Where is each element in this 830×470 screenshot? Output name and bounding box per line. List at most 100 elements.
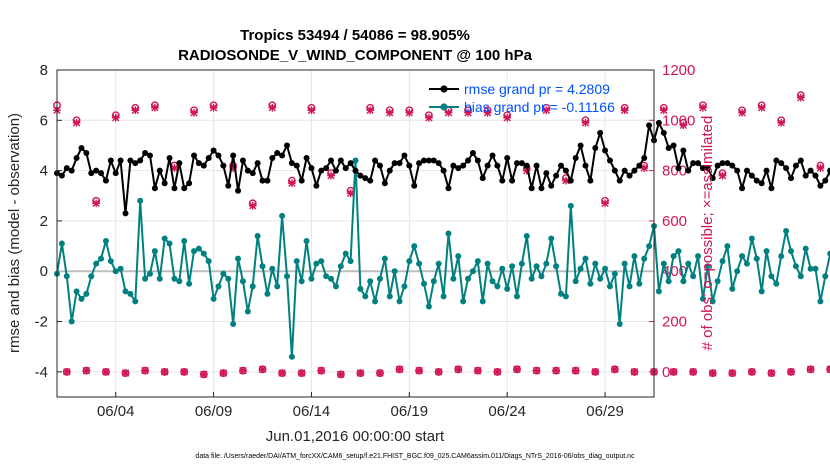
rmse-point: [655, 119, 662, 126]
bias-point: [161, 235, 168, 242]
bias-point: [768, 273, 775, 280]
rmse-point: [523, 162, 530, 169]
bias-point: [254, 233, 261, 240]
bias-point: [690, 273, 697, 280]
bias-point: [386, 293, 393, 300]
bias-point: [802, 245, 809, 252]
bias-point: [308, 275, 315, 282]
rmse-point: [137, 157, 144, 164]
bias-point: [298, 278, 305, 285]
obs-low-assimilated-marker: [767, 369, 776, 377]
rmse-point: [161, 180, 168, 187]
bias-point: [156, 275, 163, 282]
rmse-point: [445, 185, 452, 192]
bias-point: [704, 263, 711, 270]
bias-point: [646, 243, 653, 250]
bias-point: [112, 268, 119, 275]
rmse-point: [543, 170, 550, 177]
rmse-point: [690, 160, 697, 167]
rmse-point: [528, 185, 535, 192]
rmse-point: [244, 167, 251, 174]
rmse-point: [127, 157, 134, 164]
rmse-point: [587, 177, 594, 184]
y-tick-label-left: 2: [40, 213, 48, 230]
bias-point: [244, 308, 251, 315]
rmse-point: [455, 165, 462, 172]
rmse-point: [631, 167, 638, 174]
obs-low-assimilated-marker: [376, 369, 384, 377]
rmse-point: [548, 182, 555, 189]
legend-bias-marker: [440, 103, 448, 111]
bias-point: [357, 285, 364, 292]
rmse-point: [430, 157, 437, 164]
rmse-point: [788, 175, 795, 182]
bias-point: [773, 280, 780, 287]
bias-point: [817, 298, 824, 305]
bias-point: [205, 258, 212, 265]
rmse-point: [98, 170, 105, 177]
rmse-point: [328, 157, 335, 164]
footnote: data file: /Users/raeder/DAI/ATM_forcXX/…: [195, 453, 635, 460]
bias-point: [210, 295, 217, 302]
bias-point: [318, 258, 325, 265]
bias-point: [734, 268, 741, 275]
obs-low-assimilated-marker: [336, 370, 345, 379]
obs-low-assimilated-marker: [493, 368, 502, 376]
y-tick-label-left: 6: [40, 112, 48, 129]
bias-point: [533, 263, 540, 270]
rmse-point: [709, 175, 716, 182]
rmse-point: [421, 157, 428, 164]
obs-assimilated-marker: [268, 103, 277, 112]
bias-point: [724, 243, 731, 250]
rmse-series: [54, 119, 830, 217]
y-axis-label-left: rmse and bias (model - observation): [6, 113, 23, 353]
rmse-point: [553, 172, 560, 179]
bias-point: [748, 235, 755, 242]
rmse-point: [215, 152, 222, 159]
x-tick-label: 06/29: [586, 403, 624, 420]
rmse-point: [606, 157, 613, 164]
bias-point: [636, 280, 643, 287]
bias-point: [739, 253, 746, 260]
rmse-point: [357, 172, 364, 179]
bias-point: [626, 283, 633, 290]
rmse-point: [822, 177, 829, 184]
bias-point: [191, 248, 198, 255]
rmse-point: [288, 160, 295, 167]
obs-assimilated-marker: [248, 201, 257, 210]
bias-point: [460, 298, 467, 305]
bias-point: [259, 263, 266, 270]
rmse-point: [660, 129, 667, 136]
obs-low-assimilated-marker: [297, 369, 306, 377]
rmse-point: [611, 167, 618, 174]
rmse-point: [695, 160, 702, 167]
obs-assimilated-marker: [483, 108, 492, 117]
bias-point: [729, 285, 736, 292]
rmse-point: [83, 150, 90, 157]
rmse-point: [88, 170, 95, 177]
bias-point: [435, 260, 442, 267]
obs-low-assimilated-marker: [415, 366, 423, 375]
rmse-point: [675, 165, 682, 172]
bias-point: [504, 285, 511, 292]
rmse-point: [191, 152, 198, 159]
obs-assimilated-marker: [307, 106, 316, 115]
bias-point: [132, 298, 139, 305]
bias-point: [264, 290, 271, 297]
x-tick-label: 06/09: [195, 403, 233, 420]
obs-low-assimilated-marker: [826, 365, 830, 374]
rmse-point: [616, 177, 623, 184]
rmse-point: [293, 162, 300, 169]
bias-point: [489, 278, 496, 285]
bias-point: [822, 273, 829, 280]
rmse-point: [797, 157, 804, 164]
obs-low-assimilated-marker: [180, 368, 189, 376]
bias-point: [142, 275, 149, 282]
rmse-point: [112, 170, 119, 177]
rmse-point: [107, 157, 114, 164]
obs-low-assimilated-marker: [102, 368, 110, 376]
bias-point: [421, 280, 428, 287]
rmse-point: [205, 155, 212, 162]
bias-point: [323, 273, 330, 280]
bias-point: [797, 273, 804, 280]
